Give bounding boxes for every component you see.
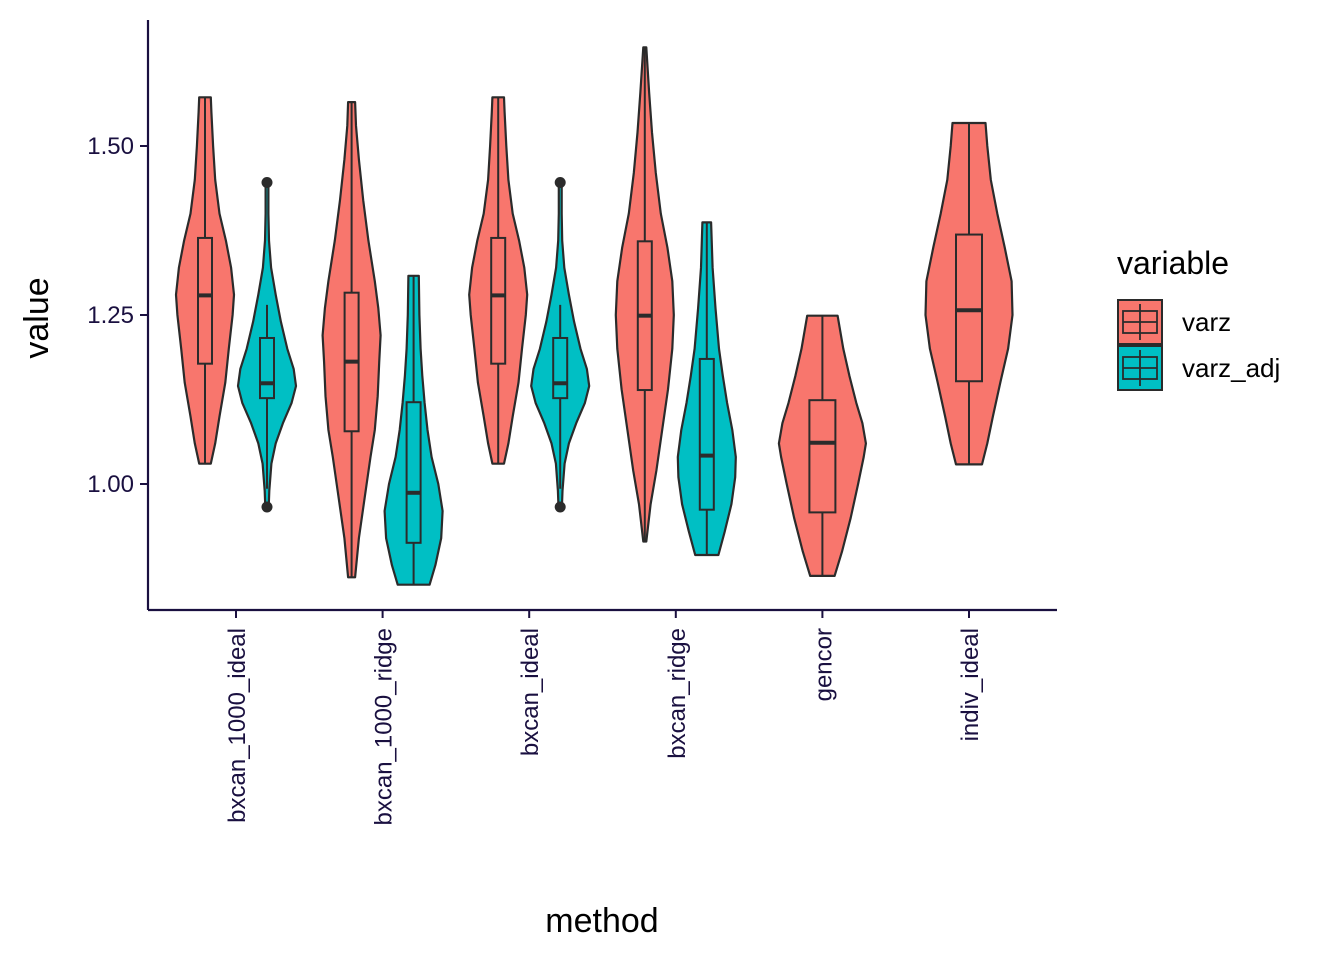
violin-varz_adj-bxcan_ridge [676,221,737,557]
outlier-point [554,501,566,513]
outlier-point [554,177,566,189]
legend-label: varz [1182,307,1231,337]
legend-entry-varz: varz [1117,299,1231,345]
violin-varz-bxcan_ideal [468,96,529,465]
violin-body [614,46,675,543]
legend-title: variable [1117,245,1229,281]
outlier-point [261,501,273,513]
iqr-box [698,357,715,511]
x-tick-label: bxcan_ridge [664,628,691,759]
iqr-box [405,401,422,544]
violin-body [383,274,444,586]
iqr-box [259,336,275,400]
violin-body [468,96,529,465]
iqr-box [808,399,837,514]
violin-body [321,101,382,579]
iqr-box [552,336,569,400]
iqr-box [197,236,213,365]
x-tick-label: bxcan_1000_ridge [371,628,398,826]
y-tick-label: 1.25 [87,302,134,329]
axis-layer [146,20,1057,612]
violin-varz-bxcan_1000_ridge [321,101,382,579]
y-axis-title: value [18,277,56,358]
x-axis-title: method [545,902,658,940]
y-tick-label: 1.00 [87,471,134,498]
violin-body [777,314,867,577]
y-ticks: 1.00 1.25 1.50 [87,133,148,498]
violin-body [174,96,236,465]
x-tick-label: bxcan_ideal [517,628,544,756]
violin-body [676,221,737,557]
violin-varz-bxcan_ridge [614,46,675,543]
iqr-box [955,233,983,383]
violin-varz_adj-bxcan_1000_ideal [236,177,298,513]
iqr-box [490,236,507,365]
violin-varz-gencor [777,314,867,577]
legend: variable varz varz_adj [1117,245,1280,391]
violin-varz-indiv_ideal [924,121,1014,466]
x-tick-label: indiv_ideal [957,628,984,741]
legend-entry-varz_adj: varz_adj [1117,345,1280,391]
x-tick-label: gencor [810,628,837,701]
violin-varz_adj-bxcan_1000_ridge [383,274,444,586]
plot-layer [174,46,1014,586]
legend-label: varz_adj [1182,353,1280,383]
outlier-point [261,177,273,189]
violin-varz-bxcan_1000_ideal [174,96,236,465]
y-tick-label: 1.50 [87,133,134,160]
violin-body [924,121,1014,466]
violin-varz_adj-bxcan_ideal [530,177,591,513]
x-tick-label: bxcan_1000_ideal [224,628,251,823]
legend-entries: varz varz_adj [1117,299,1280,391]
x-ticks: bxcan_1000_ideal bxcan_1000_ridge bxcan_id… [224,610,984,826]
